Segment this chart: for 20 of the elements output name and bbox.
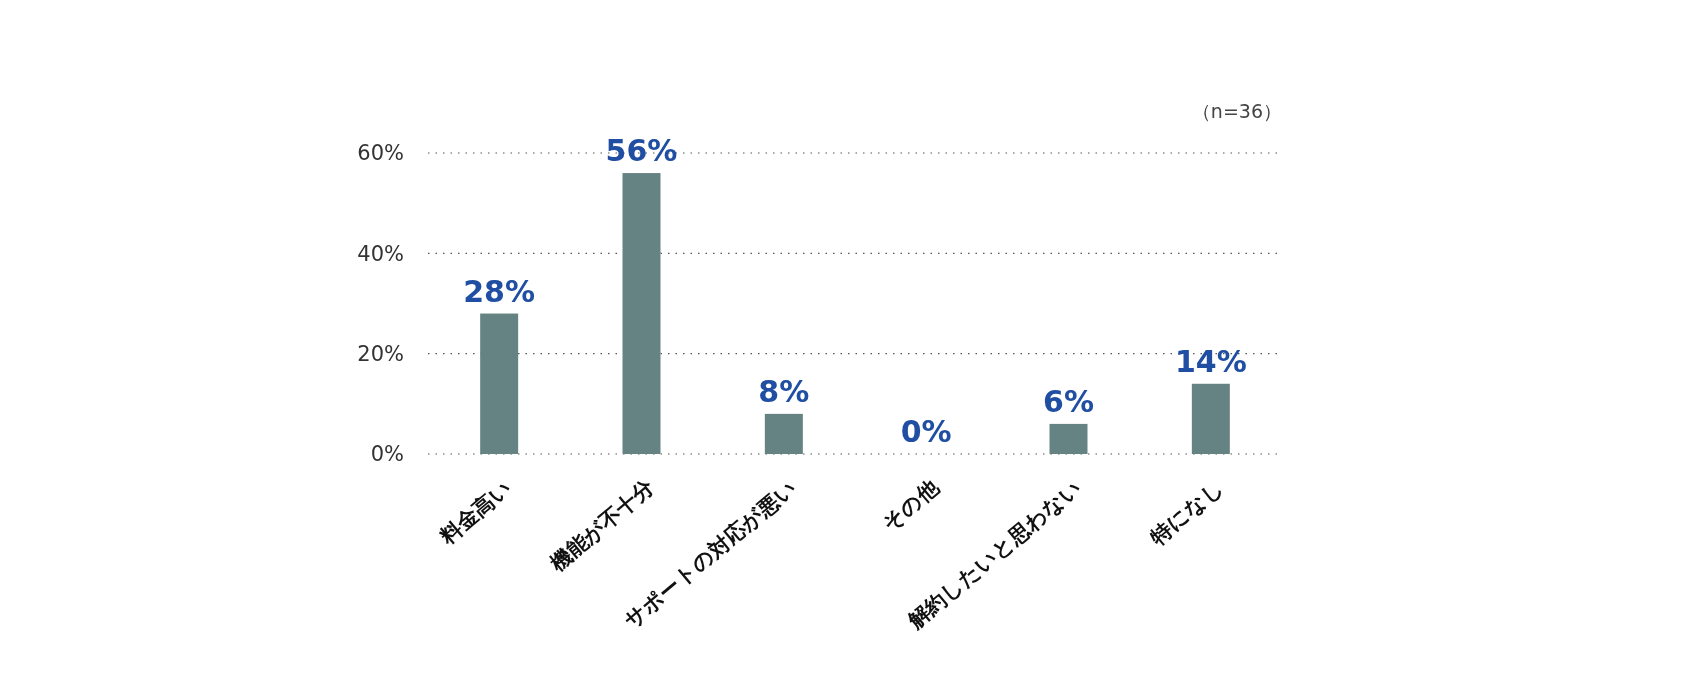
data-label: 14%	[1174, 343, 1247, 379]
text: （n=36）	[1191, 100, 1282, 122]
data-label: 6%	[1043, 383, 1094, 419]
y-tick-label: 40%	[357, 241, 404, 266]
data-label: 0%	[900, 414, 952, 449]
bar	[480, 313, 519, 454]
bar	[622, 173, 661, 454]
x-tick-label: その他	[878, 474, 945, 536]
x-tick-label: 機能が不十分	[545, 474, 660, 577]
x-tick-label: 料金高い	[435, 475, 517, 550]
data-label: 8%	[758, 373, 810, 409]
data-label: 28%	[463, 273, 536, 309]
data-label: 56%	[605, 133, 678, 169]
y-tick-label: 0%	[370, 442, 404, 467]
bar	[1191, 383, 1230, 454]
y-tick-label: 60%	[357, 141, 404, 166]
bar	[764, 413, 803, 454]
bar	[1049, 423, 1088, 454]
y-tick-label: 20%	[357, 341, 404, 366]
x-tick-label: 特になし	[1145, 475, 1229, 551]
